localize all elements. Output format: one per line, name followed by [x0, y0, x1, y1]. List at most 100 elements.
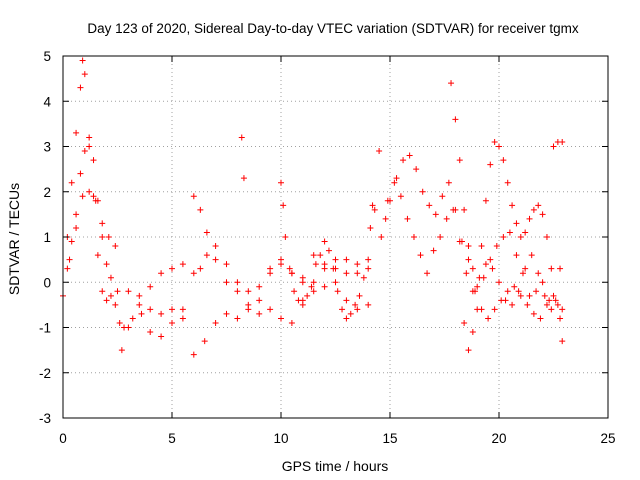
data-point: [73, 129, 80, 136]
data-point: [463, 270, 470, 277]
data-point: [465, 243, 472, 250]
data-point: [517, 234, 524, 240]
data-point: [456, 157, 463, 164]
data-point: [410, 234, 417, 240]
data-point: [519, 270, 526, 277]
data-point: [461, 206, 468, 213]
data-point: [482, 261, 489, 268]
data-point: [557, 265, 564, 272]
data-point: [365, 301, 372, 308]
y-tick-label: -1: [39, 321, 51, 336]
data-point: [343, 297, 350, 304]
data-point: [90, 193, 97, 200]
data-point: [203, 229, 210, 236]
x-axis-label: GPS time / hours: [282, 458, 389, 474]
data-point: [524, 301, 531, 308]
data-point: [179, 261, 186, 268]
data-point: [158, 270, 165, 277]
data-point: [212, 319, 219, 326]
data-point: [288, 270, 295, 277]
data-point: [321, 283, 328, 290]
data-point: [103, 297, 110, 304]
data-point: [267, 270, 274, 277]
data-point: [443, 215, 450, 222]
data-point: [81, 148, 88, 155]
data-point: [321, 261, 328, 268]
data-point: [382, 215, 389, 222]
data-point: [107, 292, 114, 299]
data-point: [500, 157, 507, 164]
data-point: [66, 256, 73, 263]
data-point: [343, 270, 350, 277]
data-point: [136, 292, 143, 299]
data-points: [60, 57, 566, 358]
data-point: [112, 301, 119, 308]
data-point: [469, 288, 476, 295]
data-point: [500, 234, 507, 240]
data-point: [474, 283, 481, 290]
data-point: [491, 138, 498, 145]
data-point: [552, 297, 559, 304]
data-point: [517, 292, 524, 299]
data-point: [417, 252, 424, 259]
data-point: [112, 243, 119, 250]
data-point: [548, 265, 555, 272]
data-point: [317, 252, 324, 259]
data-point: [522, 229, 529, 236]
data-point: [397, 193, 404, 200]
data-point: [256, 297, 263, 304]
data-point: [530, 206, 537, 213]
data-point: [548, 306, 555, 313]
data-point: [546, 297, 553, 304]
data-point: [68, 238, 75, 245]
y-tick-label: -2: [39, 366, 51, 381]
data-point: [559, 138, 566, 145]
data-point: [308, 283, 315, 290]
data-point: [554, 301, 561, 308]
data-point: [158, 333, 165, 340]
data-point: [559, 338, 566, 345]
x-tick-label: 25: [600, 431, 615, 446]
data-point: [413, 166, 420, 173]
data-point: [86, 188, 93, 195]
data-point: [158, 310, 165, 317]
data-point: [515, 288, 522, 295]
data-point: [371, 206, 378, 213]
data-point: [291, 288, 298, 295]
data-point: [426, 202, 433, 209]
data-point: [280, 202, 287, 209]
data-point: [557, 315, 564, 322]
data-point: [424, 270, 431, 277]
data-point: [541, 292, 548, 299]
data-point: [465, 256, 472, 263]
data-point: [245, 306, 252, 313]
data-point: [513, 252, 520, 259]
data-point: [179, 306, 186, 313]
data-point: [533, 288, 540, 295]
data-point: [107, 274, 114, 281]
data-point: [496, 279, 502, 286]
data-point: [77, 84, 84, 91]
data-point: [256, 283, 263, 290]
data-point: [169, 319, 175, 326]
data-point: [201, 338, 208, 345]
data-point: [354, 306, 361, 313]
data-point: [116, 319, 123, 326]
y-tick-label: 3: [43, 140, 51, 155]
data-point: [99, 288, 106, 295]
data-point: [522, 265, 529, 272]
data-point: [332, 256, 339, 263]
data-point: [332, 279, 339, 286]
data-point: [223, 261, 230, 268]
data-point: [437, 234, 444, 240]
data-point: [73, 224, 80, 231]
data-point: [539, 211, 546, 218]
data-point: [367, 224, 374, 231]
data-point: [212, 256, 219, 263]
data-point: [354, 270, 361, 277]
data-point: [469, 265, 476, 272]
data-point: [92, 197, 99, 204]
data-point: [543, 234, 550, 240]
data-point: [234, 279, 241, 286]
